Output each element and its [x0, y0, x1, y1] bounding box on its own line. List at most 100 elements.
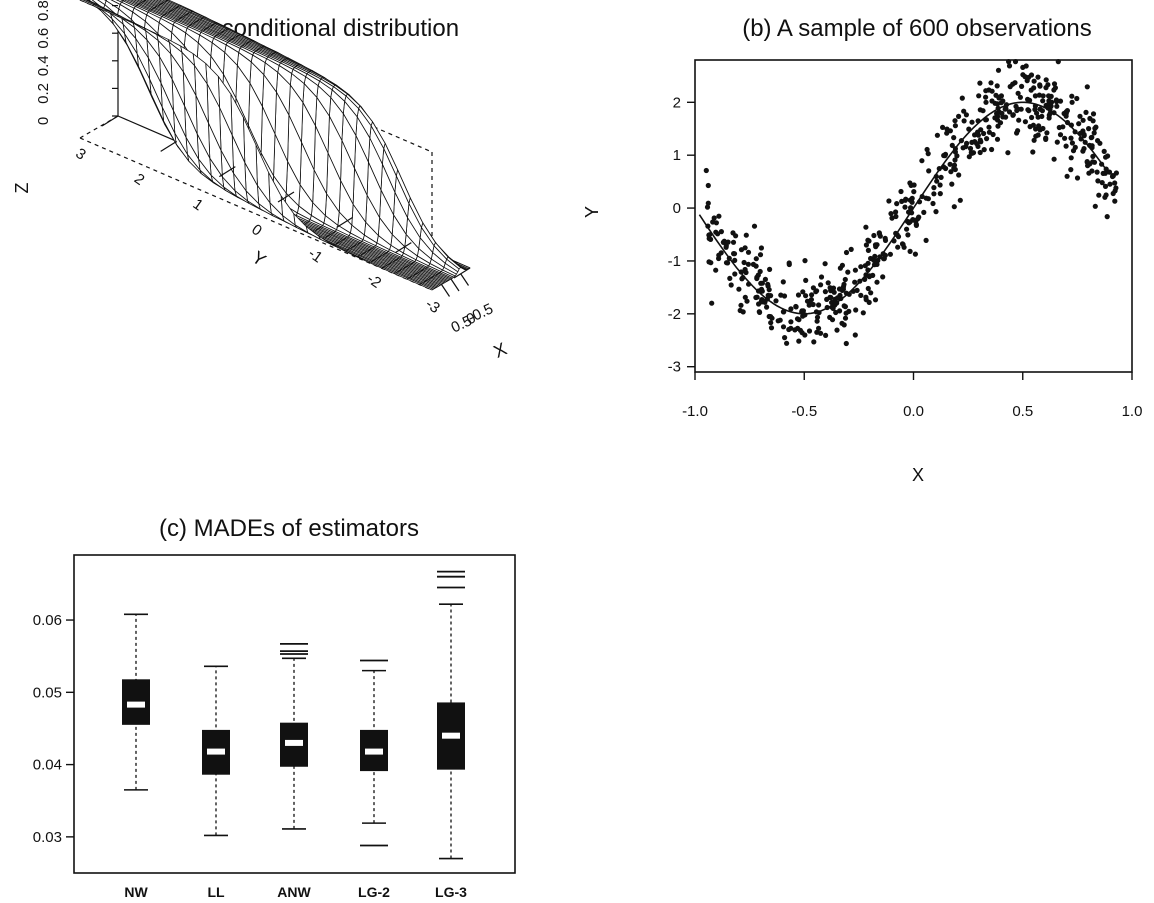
panel-c-boxes [122, 570, 465, 860]
scatter-point [1045, 82, 1051, 88]
category-label: ANW [277, 884, 311, 900]
scatter-point [959, 95, 965, 101]
scatter-point [803, 277, 809, 283]
category-label: LG-2 [358, 884, 390, 900]
scatter-point [852, 332, 858, 338]
scatter-point [1015, 128, 1021, 134]
scatter-point [1054, 103, 1060, 109]
scatter-point [1106, 169, 1113, 175]
x-tick-label: 1.0 [1122, 403, 1143, 420]
scatter-point [1040, 98, 1046, 104]
scatter-point [921, 209, 927, 215]
scatter-point [1112, 180, 1118, 186]
scatter-point [999, 110, 1005, 116]
scatter-point [1063, 113, 1069, 119]
scatter-point [759, 288, 765, 294]
scatter-point [827, 314, 833, 320]
scatter-point [1051, 156, 1057, 162]
scatter-point [767, 266, 773, 272]
scatter-point [1097, 140, 1103, 146]
scatter-point [858, 292, 864, 298]
y-tick-label: 0 [673, 200, 681, 217]
scatter-point [1107, 181, 1113, 187]
x-axis-label: X [490, 339, 509, 362]
scatter-point [969, 119, 975, 125]
scatter-point [802, 258, 808, 264]
scatter-point [919, 158, 925, 164]
box-median [442, 732, 460, 739]
scatter-point [1029, 114, 1035, 121]
scatter-point [744, 298, 750, 304]
scatter-point [1080, 117, 1086, 123]
scatter-point [1006, 63, 1013, 69]
scatter-point [732, 271, 738, 277]
scatter-point [786, 260, 792, 266]
scatter-point [899, 198, 905, 204]
scatter-point [715, 231, 721, 237]
scatter-point [944, 130, 950, 136]
scatter-point [889, 215, 895, 221]
scatter-point [1027, 97, 1033, 103]
y-tick-label: 0 [248, 221, 265, 240]
scatter-point [980, 108, 986, 114]
scatter-point [1094, 169, 1100, 175]
scatter-point [743, 232, 749, 238]
scatter-point [994, 83, 1000, 89]
scatter-point [933, 209, 939, 215]
scatter-point [823, 332, 829, 338]
scatter-point [976, 93, 982, 99]
scatter-point [1043, 136, 1049, 142]
scatter-point [909, 199, 915, 205]
y-tick-label: -1 [305, 245, 326, 267]
y-tick-label: 0.03 [33, 829, 62, 846]
panel-c-plot-frame [73, 554, 516, 874]
scatter-point [1074, 95, 1080, 102]
scatter-point [1036, 123, 1042, 129]
scatter-point [951, 204, 957, 210]
scatter-point [872, 253, 878, 259]
scatter-point [871, 232, 877, 239]
y-tick-mark [453, 267, 471, 279]
x-tick-mark [441, 284, 450, 297]
scatter-point [1090, 159, 1096, 165]
scatter-point [1068, 167, 1074, 173]
scatter-point [1007, 84, 1013, 90]
panel-b-points [703, 59, 1119, 347]
scatter-point [949, 142, 955, 148]
scatter-point [1089, 168, 1095, 174]
scatter-point [725, 260, 731, 266]
scatter-point [1109, 173, 1116, 180]
scatter-point [1068, 155, 1074, 161]
scatter-point [977, 80, 983, 86]
scatter-point [1074, 175, 1081, 181]
scatter-point [806, 328, 813, 334]
y-tick-mark [101, 115, 119, 127]
scatter-point [1092, 203, 1098, 209]
scatter-point [843, 249, 850, 256]
scatter-point [947, 161, 953, 167]
scatter-point [796, 317, 802, 323]
scatter-point [1056, 124, 1062, 131]
scatter-point [1022, 119, 1028, 125]
scatter-point [732, 257, 738, 263]
box-median [285, 739, 303, 746]
scatter-point [723, 243, 729, 249]
scatter-point [716, 213, 722, 219]
scatter-point [839, 320, 845, 326]
scatter-point [913, 221, 919, 227]
scatter-point [904, 226, 910, 232]
scatter-point [907, 248, 913, 254]
scatter-point [900, 241, 906, 248]
scatter-point [1046, 98, 1052, 104]
scatter-point [708, 260, 714, 266]
y-tick-mark [336, 216, 353, 228]
scatter-point [711, 215, 717, 221]
scatter-point [1062, 135, 1068, 141]
scatter-point [825, 280, 831, 286]
scatter-point [938, 174, 944, 180]
scatter-point [862, 263, 868, 269]
scatter-point [961, 118, 967, 124]
x-tick-label: 0.5 [1012, 403, 1033, 420]
scatter-point [742, 294, 748, 300]
scatter-point [969, 150, 975, 156]
